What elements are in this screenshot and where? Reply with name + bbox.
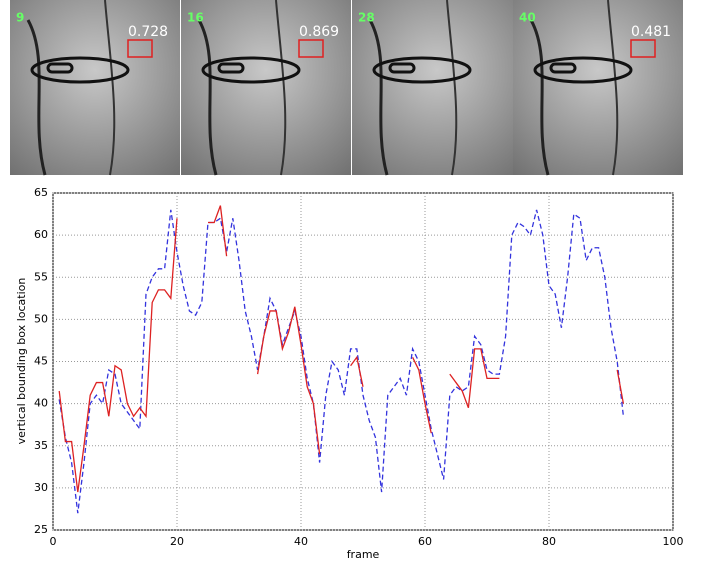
frame-label: 40 — [519, 11, 536, 25]
valve-marker — [549, 62, 577, 74]
catheter — [275, 0, 287, 176]
x-tick-label: 40 — [294, 535, 308, 548]
catheter — [446, 0, 458, 176]
catheter — [529, 19, 550, 176]
y-axis-label: vertical bounding box location — [15, 278, 28, 445]
y-tick-label: 35 — [34, 439, 48, 452]
series-line — [58, 205, 625, 493]
x-tick-label: 80 — [542, 535, 556, 548]
x-tick-label: 100 — [663, 535, 684, 548]
detection-box — [298, 39, 324, 58]
x-axis-label: frame — [347, 548, 380, 561]
catheter — [26, 19, 47, 176]
detection-score: 0.481 — [631, 24, 671, 40]
valve-marker — [217, 62, 245, 74]
catheter — [197, 19, 218, 176]
valve-marker — [46, 62, 74, 74]
frame-label: 28 — [358, 11, 375, 25]
valve-ring — [30, 56, 130, 84]
catheter — [607, 0, 619, 176]
series-line — [58, 209, 625, 514]
catheter — [368, 19, 389, 176]
valve-ring — [201, 56, 301, 84]
detection-box — [630, 39, 656, 58]
x-tick-label: 20 — [170, 535, 184, 548]
x-tick-label: 60 — [418, 535, 432, 548]
y-tick-label: 55 — [34, 270, 48, 283]
detection-score: 0.728 — [128, 24, 168, 40]
xray-image — [352, 0, 522, 175]
valve-ring — [533, 56, 633, 84]
catheter — [104, 0, 116, 176]
detection-box — [127, 39, 153, 58]
y-tick-label: 60 — [34, 228, 48, 241]
y-tick-label: 65 — [34, 186, 48, 199]
y-tick-label: 25 — [34, 523, 48, 536]
y-tick-label: 45 — [34, 355, 48, 368]
y-tick-label: 40 — [34, 397, 48, 410]
frame-label: 9 — [16, 11, 24, 25]
x-tick-label: 0 — [50, 535, 57, 548]
detection-score: 0.869 — [299, 24, 339, 40]
y-tick-label: 50 — [34, 312, 48, 325]
valve-marker — [388, 62, 416, 74]
frame-label: 16 — [187, 11, 204, 25]
y-tick-label: 30 — [34, 481, 48, 494]
valve-ring — [372, 56, 472, 84]
image-strip: 9 0.728 16 0.869 28 40 0.481 — [10, 0, 683, 176]
